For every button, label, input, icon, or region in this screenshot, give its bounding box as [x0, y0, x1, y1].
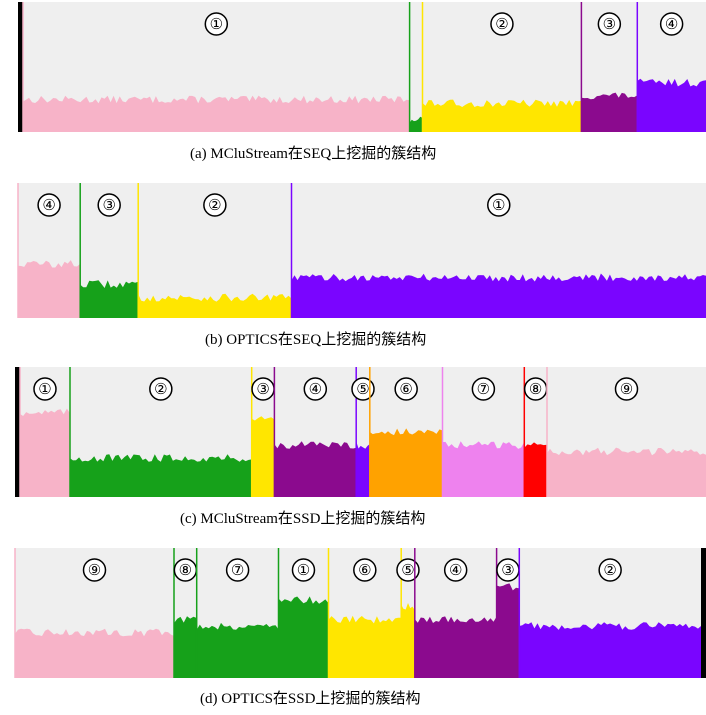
cluster-id-label: ④ [665, 17, 678, 33]
cluster-id-marker [443, 558, 468, 582]
cluster-id-marker [203, 193, 227, 217]
cluster-id-label: ③ [603, 17, 616, 33]
cluster-area [15, 628, 174, 678]
cluster-area [196, 622, 279, 678]
cluster-area [581, 92, 638, 132]
cluster-id-label: ⑧ [529, 382, 542, 398]
cluster-area [18, 260, 81, 318]
cluster-area [251, 416, 275, 497]
cluster-id-label: ② [208, 198, 221, 214]
cluster-id-marker [149, 377, 173, 401]
cluster-id-marker [204, 12, 229, 36]
cluster-area [23, 95, 410, 132]
cluster-id-marker [82, 558, 107, 582]
cluster-id-marker [37, 193, 61, 217]
cluster-area [138, 293, 292, 318]
cluster-area [401, 603, 415, 678]
cluster-id-marker [396, 558, 420, 582]
cluster-id-label: ⑧ [179, 563, 192, 579]
cluster-id-label: ⑨ [620, 382, 633, 398]
cluster-id-label: ③ [102, 198, 115, 214]
cluster-id-label: ④ [449, 563, 462, 579]
cluster-id-label: ⑦ [231, 563, 244, 579]
cluster-area [356, 441, 370, 497]
panel-a: ① ② ③ ④ (a) MCluStream在SEQ上挖掘的簇结构 [18, 2, 706, 162]
cluster-id-label: ⑨ [88, 563, 101, 579]
cluster-id-label: ② [603, 563, 616, 579]
cluster-id-marker [97, 193, 121, 217]
cluster-id-label: ④ [42, 198, 55, 214]
cluster-id-label: ① [210, 17, 223, 33]
cluster-id-label: ② [154, 382, 167, 398]
black-edge-bar [15, 367, 20, 497]
cluster-id-label: ③ [501, 563, 514, 579]
panel-c: ① ② ③ ④ ⑤ ⑥ ⑦ ⑧ ⑨ (c) MCluStream在SSD上挖掘的簇结构 [15, 367, 706, 527]
panel-b: ④ ③ ② ① (b) OPTICS在SEQ上挖掘的簇结构 [17, 183, 706, 348]
panel-c-areas: ① ② ③ ④ ⑤ ⑥ ⑦ ⑧ ⑨ [15, 367, 706, 497]
black-edge-bar [18, 2, 23, 132]
panel-b-caption: (b) OPTICS在SEQ上挖掘的簇结构 [205, 330, 426, 348]
cluster-area [496, 583, 520, 678]
cluster-id-marker [225, 558, 250, 582]
cluster-id-marker [487, 193, 511, 217]
cluster-id-label: ④ [309, 382, 322, 398]
cluster-area [291, 273, 706, 318]
cluster-id-marker [351, 377, 375, 401]
cluster-area [278, 596, 329, 678]
cluster-id-marker [394, 377, 418, 401]
panel-d: ⑨ ⑧ ⑦ ① ⑥ ⑤ ④ ③ ② (d) OPTICS在SSD上挖掘的簇结构 [14, 548, 706, 707]
cluster-area [409, 116, 423, 132]
cluster-id-label: ⑤ [356, 382, 369, 398]
cluster-id-marker [353, 558, 377, 582]
cluster-id-label: ⑦ [477, 382, 490, 398]
cluster-area [442, 441, 525, 497]
cluster-id-marker [598, 558, 622, 582]
cluster-id-label: ① [38, 382, 51, 398]
black-edge-bar [701, 548, 706, 678]
cluster-area [637, 78, 706, 132]
cluster-id-marker [291, 558, 316, 582]
cluster-id-label: ① [297, 563, 310, 579]
cluster-id-marker [303, 377, 328, 401]
cluster-id-marker [490, 12, 514, 36]
cluster-id-label: ⑥ [358, 563, 371, 579]
cluster-area [328, 615, 402, 678]
cluster-area [519, 622, 701, 678]
cluster-area [80, 280, 139, 318]
cluster-id-label: ① [492, 198, 505, 214]
cluster-area [174, 616, 197, 678]
panel-a-areas: ① ② ③ ④ [18, 2, 706, 132]
panel-a-caption: (a) MCluStream在SEQ上挖掘的簇结构 [190, 144, 436, 162]
panel-d-caption: (d) OPTICS在SSD上挖掘的簇结构 [200, 689, 420, 707]
cluster-area [414, 616, 497, 678]
cluster-id-label: ② [495, 17, 508, 33]
cluster-id-label: ⑤ [401, 563, 414, 579]
panel-b-areas: ④ ③ ② ① [17, 183, 706, 318]
panel-c-caption: (c) MCluStream在SSD上挖掘的簇结构 [180, 509, 425, 527]
cluster-area [70, 454, 252, 497]
cluster-id-marker [597, 12, 622, 36]
cluster-area [20, 408, 70, 497]
cluster-area [524, 442, 547, 497]
panel-d-areas: ⑨ ⑧ ⑦ ① ⑥ ⑤ ④ ③ ② [14, 548, 706, 678]
cluster-id-marker [614, 377, 639, 401]
cluster-area [547, 447, 706, 497]
cluster-area [369, 428, 443, 497]
cluster-id-label: ⑥ [399, 382, 412, 398]
cluster-area [422, 99, 582, 132]
cluster-id-marker [471, 377, 496, 401]
cluster-id-marker [659, 12, 684, 36]
cluster-area [274, 441, 357, 497]
cluster-id-marker [33, 377, 57, 401]
cluster-id-label: ③ [256, 382, 269, 398]
